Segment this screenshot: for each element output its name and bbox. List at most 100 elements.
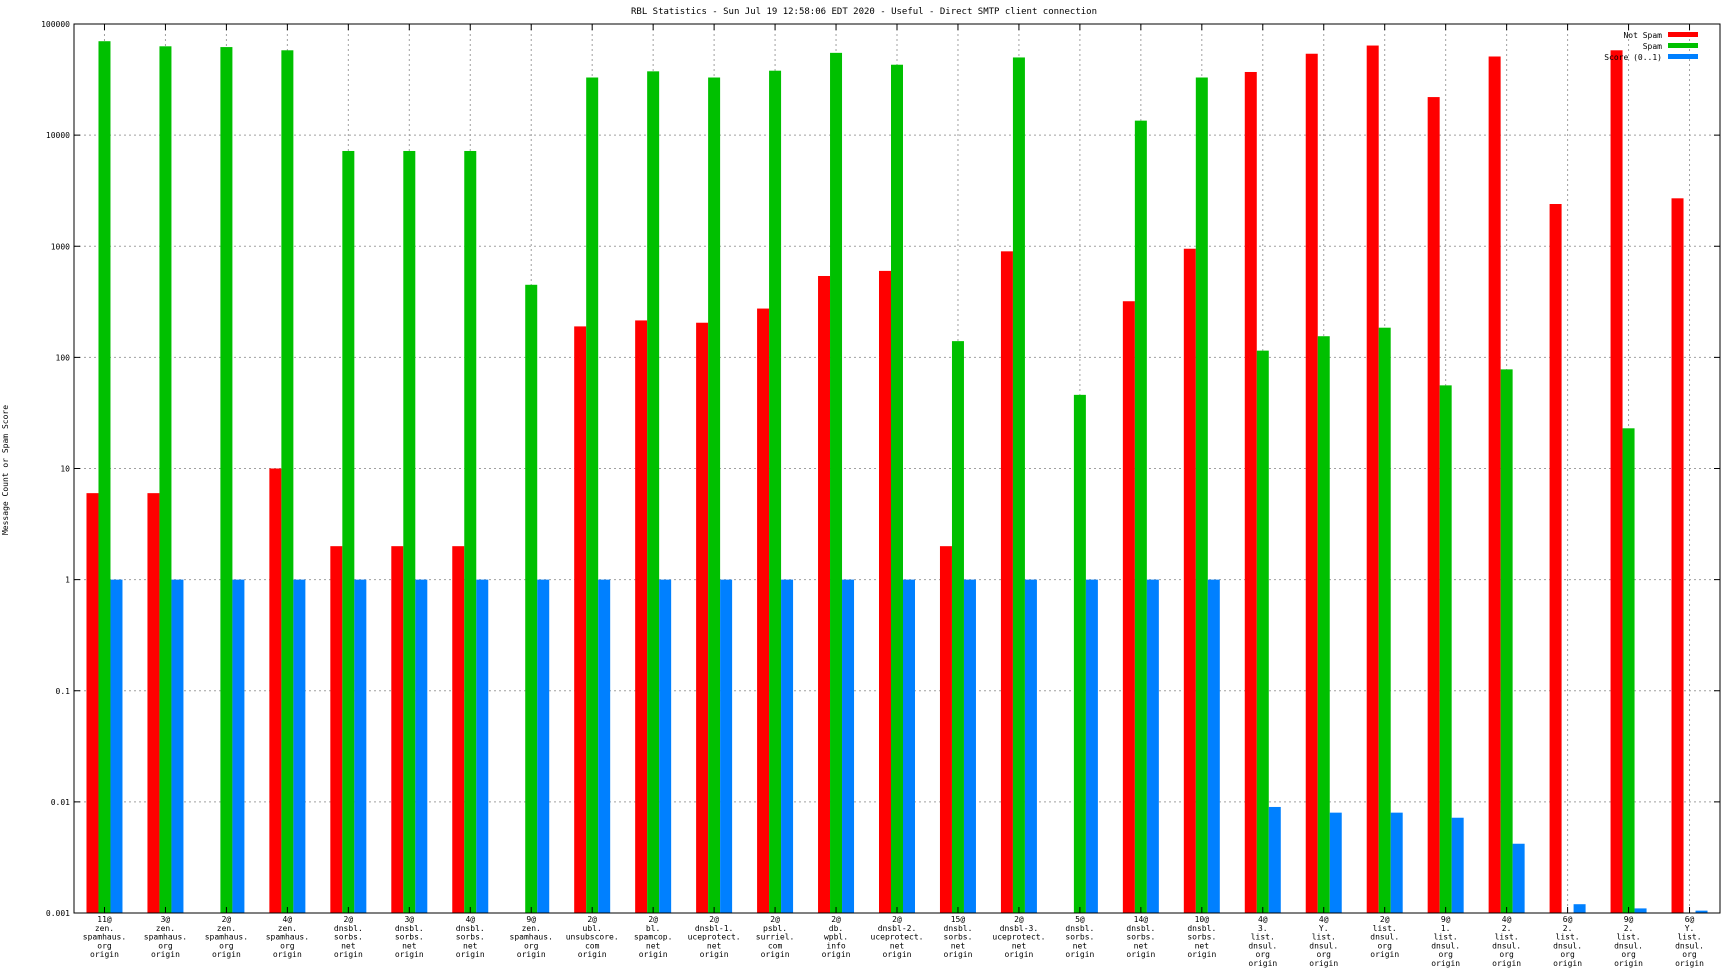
bar-not-spam — [147, 493, 160, 913]
x-tick-label-line: spamhaus. — [510, 933, 553, 942]
x-tick-label-line: 2@ — [831, 915, 841, 924]
bar-not-spam — [1183, 248, 1196, 913]
x-tick-label: 9@ 1. list. dnsul. org origin — [1431, 915, 1460, 968]
x-tick-label-line: origin — [395, 950, 424, 959]
bar-not-spam — [330, 546, 343, 913]
x-tick-label-line: 1. — [1441, 924, 1451, 933]
x-tick-label: 4@ 2. list. dnsul. org origin — [1492, 915, 1521, 968]
x-tick-label: 2@ zen. spamhaus. org origin — [205, 915, 248, 959]
bar-score — [415, 579, 428, 913]
bar-spam — [220, 47, 233, 913]
bar-spam — [951, 341, 964, 913]
x-tick-label-line: uceprotect. — [871, 933, 924, 942]
x-tick-label-line: origin — [1187, 950, 1216, 959]
x-tick-label-line: unsubscore. — [566, 933, 619, 942]
bar-spam — [1500, 369, 1513, 914]
y-axis-ticks: 0.001 0.01 0.1 1 10 100 1000 10000 100000 — [41, 20, 1720, 918]
x-tick-label: 2@ dnsbl-3. uceprotect. net origin — [992, 915, 1045, 959]
bar-spam — [464, 150, 477, 913]
x-tick-label: 2@ list. dnsul. org origin — [1370, 915, 1399, 959]
x-tick-label-line: spamcop. — [634, 933, 673, 942]
x-tick-label: 9@ 2. list. dnsul. org origin — [1614, 915, 1643, 968]
x-tick-label-line: spamhaus. — [144, 933, 187, 942]
y-tick-label: 0.01 — [51, 798, 70, 807]
x-tick-label-line: org — [158, 941, 173, 950]
x-tick-label-line: 2@ — [1014, 915, 1024, 924]
x-tick-label-line: dnsbl. — [456, 924, 485, 933]
bar-not-spam — [1366, 45, 1379, 913]
x-tick-label-line: dnsul. — [1553, 941, 1582, 950]
x-tick-label-line: dnsbl. — [1187, 924, 1216, 933]
bar-score — [842, 579, 855, 913]
x-tick-label-line: net — [1134, 941, 1149, 950]
bar-not-spam — [1427, 97, 1440, 913]
x-tick-label-line: db. — [829, 924, 843, 933]
x-tick-label: 2@ dnsbl-2. uceprotect. net origin — [871, 915, 924, 959]
bar-score — [598, 579, 611, 913]
x-tick-label-line: origin — [1614, 959, 1643, 968]
x-tick-label-line: uceprotect. — [992, 933, 1045, 942]
x-tick-label-line: org — [1317, 950, 1332, 959]
chart-title: RBL Statistics - Sun Jul 19 12:58:06 EDT… — [631, 7, 1097, 17]
bar-spam — [769, 70, 782, 914]
bar-not-spam — [452, 546, 465, 913]
x-tick-label-line: 6@ — [1685, 915, 1695, 924]
x-tick-label-line: sorbs. — [1065, 933, 1094, 942]
bar-spam — [891, 64, 903, 913]
bar-not-spam — [939, 546, 952, 913]
x-tick-label: 6@ Y. list. dnsul. org origin — [1675, 915, 1704, 968]
x-tick-label-line: com — [585, 941, 600, 950]
y-tick-label: 100000 — [41, 20, 70, 29]
x-tick-label: 2@ db. wpbl. info origin — [822, 915, 851, 959]
bar-score — [1024, 579, 1037, 913]
x-tick-label-line: 4@ — [1502, 915, 1512, 924]
x-tick-label-line: origin — [456, 950, 485, 959]
x-tick-label: 2@ dnsbl-1. uceprotect. net origin — [688, 915, 741, 959]
x-tick-label: 14@ dnsbl. sorbs. net origin — [1126, 915, 1155, 959]
legend-swatch — [1668, 43, 1698, 48]
x-tick-label-line: 2@ — [770, 915, 780, 924]
x-tick-label-line: wpbl. — [824, 933, 848, 942]
x-tick-label-line: dnsul. — [1675, 941, 1704, 950]
x-tick-label: 10@ dnsbl. sorbs. net origin — [1187, 915, 1216, 959]
bar-not-spam — [86, 493, 99, 913]
x-tick-label-line: dnsul. — [1370, 933, 1399, 942]
bar-spam — [1439, 385, 1452, 913]
x-tick-label: 2@ psbl. surriel. com origin — [756, 915, 795, 959]
x-tick-label-line: origin — [578, 950, 607, 959]
bar-not-spam — [1549, 203, 1562, 913]
x-tick-label: 2@ dnsbl. sorbs. net origin — [334, 915, 363, 959]
y-axis-label: Message Count or Spam Score — [1, 405, 10, 535]
x-tick-label-line: dnsul. — [1248, 941, 1277, 950]
x-tick-label-line: uceprotect. — [688, 933, 741, 942]
x-tick-label: 15@ dnsbl. sorbs. net origin — [944, 915, 973, 959]
x-tick-label-line: spamhaus. — [83, 933, 126, 942]
x-tick-label-line: origin — [151, 950, 180, 959]
bar-spam — [1073, 394, 1086, 913]
bar-spam — [830, 52, 843, 914]
x-tick-label-line: list. — [1617, 933, 1641, 942]
x-tick-label-line: 2@ — [344, 915, 354, 924]
bar-spam — [1317, 336, 1330, 914]
bar-score — [720, 579, 733, 913]
bar-score — [1268, 806, 1281, 913]
x-tick-label-line: 4@ — [465, 915, 475, 924]
x-tick-label-line: origin — [212, 950, 241, 959]
x-tick-label: 2@ ubl. unsubscore. com origin — [566, 915, 619, 959]
bar-score — [1512, 843, 1525, 913]
x-tick-label-line: net — [402, 941, 417, 950]
bar-spam — [281, 50, 294, 913]
x-tick-label-line: origin — [1492, 959, 1521, 968]
bar-score — [963, 579, 976, 913]
bar-not-spam — [696, 322, 709, 914]
x-tick-label-line: sorbs. — [395, 933, 424, 942]
x-tick-label-line: 2. — [1502, 924, 1512, 933]
bar-spam — [1012, 57, 1025, 913]
x-tick-label-line: 2@ — [587, 915, 597, 924]
x-tick-label-line: origin — [1309, 959, 1338, 968]
x-tick-label-line: 2@ — [222, 915, 232, 924]
x-tick-label-line: org — [280, 941, 295, 950]
bar-not-spam — [1610, 50, 1623, 913]
bar-score — [659, 579, 672, 913]
bar-score — [110, 579, 123, 913]
